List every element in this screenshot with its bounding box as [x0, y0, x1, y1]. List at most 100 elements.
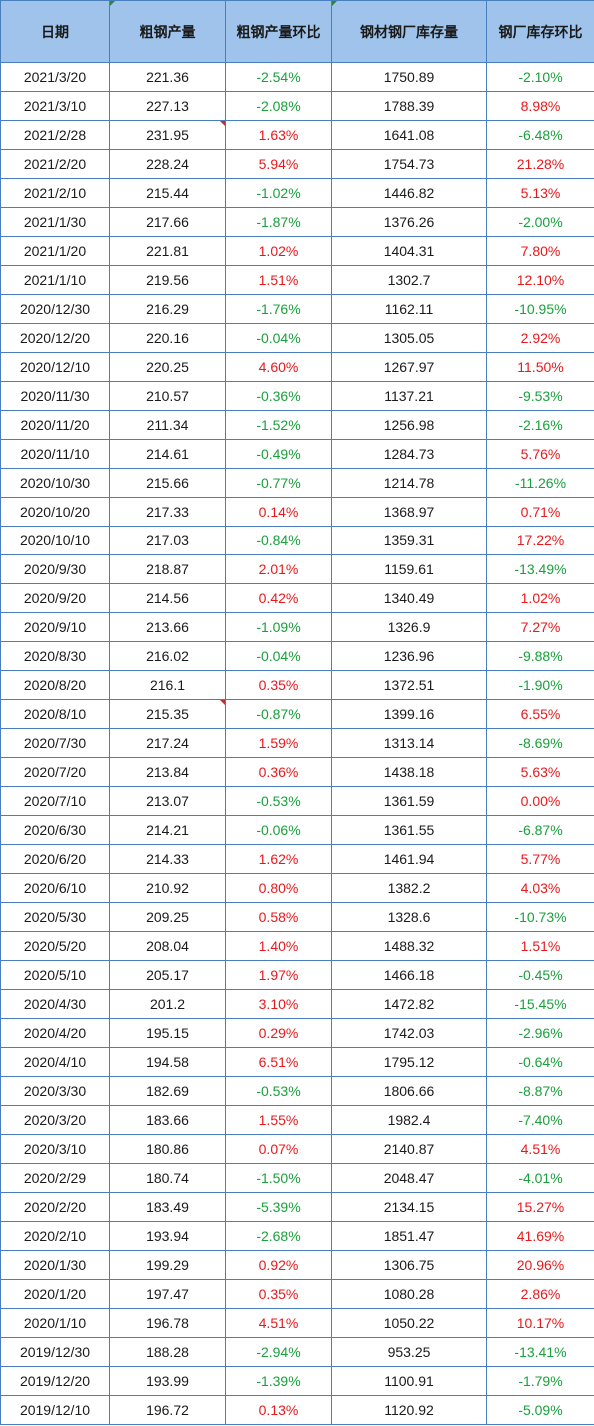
cell-crude-steel-output[interactable]: 193.94 — [109, 1220, 226, 1251]
cell-date[interactable]: 2020/12/10 — [0, 351, 110, 382]
cell-date[interactable]: 2021/1/30 — [0, 206, 110, 237]
cell-inventory-change[interactable]: 11.50% — [486, 351, 594, 382]
cell-crude-steel-output[interactable]: 183.49 — [109, 1191, 226, 1222]
cell-crude-steel-output[interactable]: 216.02 — [109, 641, 226, 672]
cell-mill-inventory[interactable]: 1461.94 — [331, 844, 487, 875]
cell-inventory-change[interactable]: 6.55% — [486, 699, 594, 730]
cell-inventory-change[interactable]: -2.96% — [486, 1017, 594, 1048]
cell-mill-inventory[interactable]: 1137.21 — [331, 380, 487, 411]
cell-inventory-change[interactable]: -9.53% — [486, 380, 594, 411]
cell-date[interactable]: 2020/3/20 — [0, 1104, 110, 1135]
cell-inventory-change[interactable]: -10.95% — [486, 293, 594, 324]
cell-inventory-change[interactable]: -7.40% — [486, 1104, 594, 1135]
cell-inventory-change[interactable]: 15.27% — [486, 1191, 594, 1222]
cell-crude-steel-output[interactable]: 180.86 — [109, 1133, 226, 1164]
cell-date[interactable]: 2020/4/10 — [0, 1046, 110, 1077]
cell-mill-inventory[interactable]: 1754.73 — [331, 148, 487, 179]
cell-crude-steel-output[interactable]: 197.47 — [109, 1278, 226, 1309]
cell-inventory-change[interactable]: 2.86% — [486, 1278, 594, 1309]
cell-crude-steel-output[interactable]: 211.34 — [109, 409, 226, 440]
cell-date[interactable]: 2021/2/10 — [0, 177, 110, 208]
cell-mill-inventory[interactable]: 1795.12 — [331, 1046, 487, 1077]
cell-inventory-change[interactable]: 21.28% — [486, 148, 594, 179]
cell-date[interactable]: 2020/4/20 — [0, 1017, 110, 1048]
header-mill-inventory[interactable]: 钢材钢厂库存量 — [331, 0, 487, 63]
cell-mill-inventory[interactable]: 1256.98 — [331, 409, 487, 440]
cell-inventory-change[interactable]: -4.01% — [486, 1162, 594, 1193]
cell-date[interactable]: 2021/3/10 — [0, 90, 110, 121]
cell-inventory-change[interactable]: 17.22% — [486, 525, 594, 556]
cell-mill-inventory[interactable]: 1788.39 — [331, 90, 487, 121]
cell-mill-inventory[interactable]: 2134.15 — [331, 1191, 487, 1222]
cell-mill-inventory[interactable]: 1214.78 — [331, 467, 487, 498]
cell-crude-steel-output[interactable]: 215.66 — [109, 467, 226, 498]
header-mill-inventory-change[interactable]: 钢厂库存环比 — [486, 0, 594, 63]
cell-mill-inventory[interactable]: 2140.87 — [331, 1133, 487, 1164]
cell-inventory-change[interactable]: 41.69% — [486, 1220, 594, 1251]
cell-inventory-change[interactable]: -1.90% — [486, 670, 594, 701]
cell-date[interactable]: 2020/2/20 — [0, 1191, 110, 1222]
cell-inventory-change[interactable]: -13.41% — [486, 1336, 594, 1367]
cell-output-change[interactable]: -2.54% — [225, 62, 332, 92]
cell-output-change[interactable]: 1.59% — [225, 728, 332, 759]
cell-mill-inventory[interactable]: 1806.66 — [331, 1075, 487, 1106]
cell-crude-steel-output[interactable]: 214.33 — [109, 844, 226, 875]
cell-inventory-change[interactable]: 10.17% — [486, 1307, 594, 1338]
cell-date[interactable]: 2020/9/30 — [0, 554, 110, 585]
cell-crude-steel-output[interactable]: 217.24 — [109, 728, 226, 759]
cell-output-change[interactable]: 2.01% — [225, 554, 332, 585]
cell-mill-inventory[interactable]: 1472.82 — [331, 989, 487, 1019]
cell-crude-steel-output[interactable]: 228.24 — [109, 148, 226, 179]
cell-mill-inventory[interactable]: 1982.4 — [331, 1104, 487, 1135]
cell-date[interactable]: 2020/11/20 — [0, 409, 110, 440]
cell-output-change[interactable]: -0.04% — [225, 322, 332, 353]
cell-mill-inventory[interactable]: 1382.2 — [331, 873, 487, 904]
cell-inventory-change[interactable]: 4.03% — [486, 873, 594, 904]
cell-output-change[interactable]: -5.39% — [225, 1191, 332, 1222]
cell-mill-inventory[interactable]: 1159.61 — [331, 554, 487, 585]
cell-output-change[interactable]: -0.87% — [225, 699, 332, 730]
cell-mill-inventory[interactable]: 2048.47 — [331, 1162, 487, 1193]
cell-mill-inventory[interactable]: 1641.08 — [331, 119, 487, 150]
cell-mill-inventory[interactable]: 1404.31 — [331, 235, 487, 266]
cell-inventory-change[interactable]: -15.45% — [486, 989, 594, 1019]
cell-output-change[interactable]: -1.02% — [225, 177, 332, 208]
cell-output-change[interactable]: 1.97% — [225, 960, 332, 990]
cell-inventory-change[interactable]: -6.87% — [486, 815, 594, 846]
cell-date[interactable]: 2020/5/20 — [0, 931, 110, 962]
cell-output-change[interactable]: 5.94% — [225, 148, 332, 179]
cell-mill-inventory[interactable]: 1361.59 — [331, 786, 487, 817]
cell-crude-steel-output[interactable]: 201.2 — [109, 989, 226, 1019]
cell-output-change[interactable]: -1.52% — [225, 409, 332, 440]
cell-crude-steel-output[interactable]: 218.87 — [109, 554, 226, 585]
cell-output-change[interactable]: 0.29% — [225, 1017, 332, 1048]
cell-date[interactable]: 2020/1/10 — [0, 1307, 110, 1338]
cell-inventory-change[interactable]: -2.00% — [486, 206, 594, 237]
header-crude-steel-output[interactable]: 粗钢产量 — [109, 0, 226, 63]
cell-mill-inventory[interactable]: 1399.16 — [331, 699, 487, 730]
cell-mill-inventory[interactable]: 1361.55 — [331, 815, 487, 846]
cell-date[interactable]: 2020/10/30 — [0, 467, 110, 498]
cell-output-change[interactable]: -2.94% — [225, 1336, 332, 1367]
cell-crude-steel-output[interactable]: 221.81 — [109, 235, 226, 266]
cell-output-change[interactable]: 1.02% — [225, 235, 332, 266]
cell-date[interactable]: 2020/4/30 — [0, 989, 110, 1019]
cell-crude-steel-output[interactable]: 180.74 — [109, 1162, 226, 1193]
cell-mill-inventory[interactable]: 1050.22 — [331, 1307, 487, 1338]
cell-date[interactable]: 2020/6/20 — [0, 844, 110, 875]
cell-output-change[interactable]: 0.07% — [225, 1133, 332, 1164]
cell-crude-steel-output[interactable]: 217.03 — [109, 525, 226, 556]
cell-output-change[interactable]: -0.04% — [225, 641, 332, 672]
cell-date[interactable]: 2020/8/30 — [0, 641, 110, 672]
cell-inventory-change[interactable]: -1.79% — [486, 1365, 594, 1396]
cell-crude-steel-output[interactable]: 217.33 — [109, 496, 226, 527]
cell-inventory-change[interactable]: 8.98% — [486, 90, 594, 121]
cell-mill-inventory[interactable]: 1466.18 — [331, 960, 487, 990]
cell-output-change[interactable]: 0.36% — [225, 757, 332, 788]
cell-crude-steel-output[interactable]: 183.66 — [109, 1104, 226, 1135]
cell-crude-steel-output[interactable]: 196.72 — [109, 1394, 226, 1425]
cell-date[interactable]: 2021/2/28 — [0, 119, 110, 150]
cell-date[interactable]: 2020/1/30 — [0, 1249, 110, 1280]
cell-crude-steel-output[interactable]: 205.17 — [109, 960, 226, 990]
cell-output-change[interactable]: -0.77% — [225, 467, 332, 498]
